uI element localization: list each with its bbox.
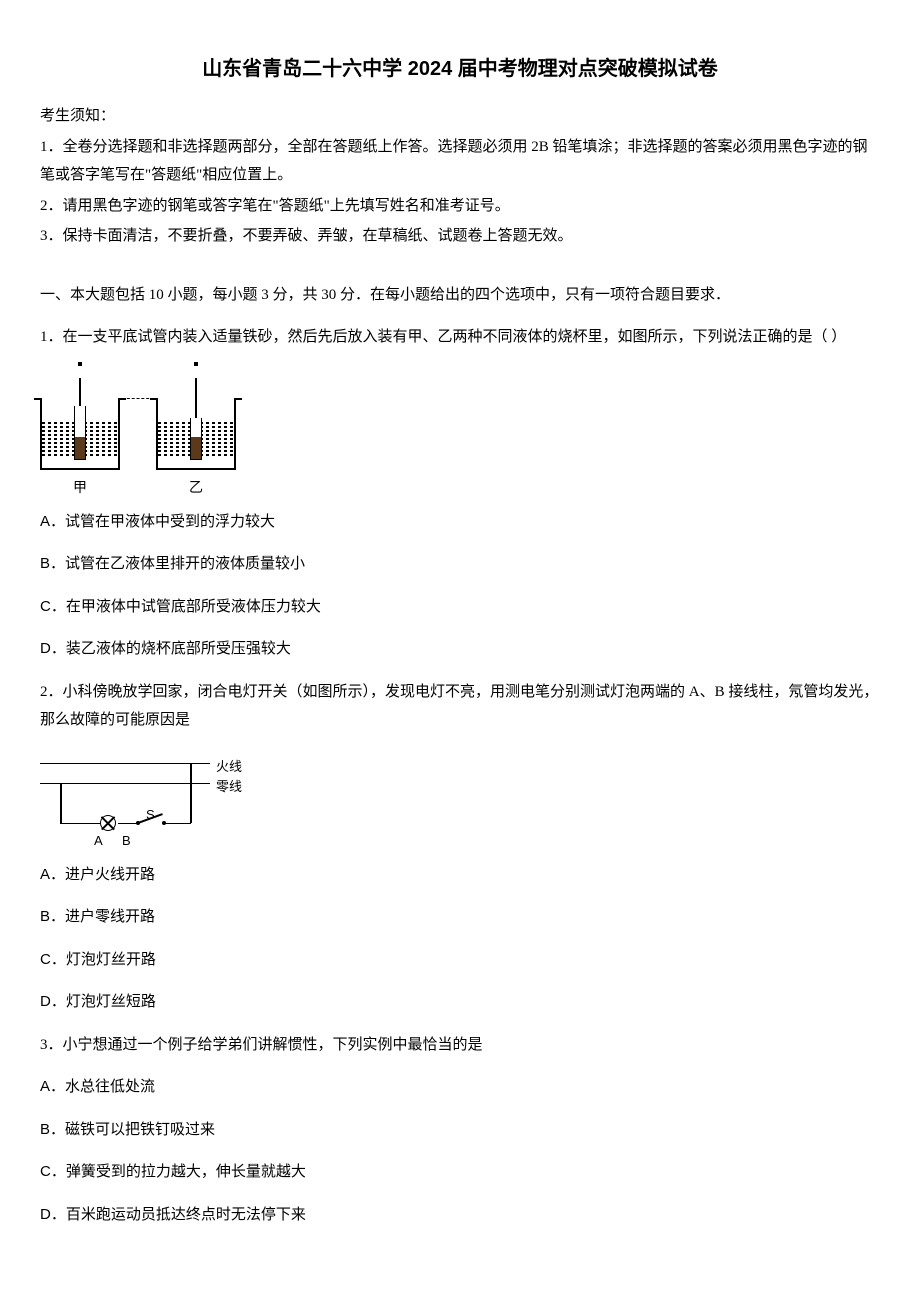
q3-option-b-text: 磁铁可以把铁钉吸过来 — [65, 1122, 215, 1138]
q2-option-a-text: 进户火线开路 — [65, 867, 155, 883]
exam-title: 山东省青岛二十六中学 2024 届中考物理对点突破模拟试卷 — [40, 50, 880, 88]
q2-stem: 2．小科傍晚放学回家，闭合电灯开关（如图所示），发现电灯不亮，用测电笔分别测试灯… — [40, 678, 880, 735]
q1-option-b-text: 试管在乙液体里排开的液体质量较小 — [65, 556, 305, 572]
section-heading: 一、本大题包括 10 小题，每小题 3 分，共 30 分．在每小题给出的四个选项… — [40, 281, 880, 310]
q1-option-c-text: 在甲液体中试管底部所受液体压力较大 — [66, 599, 321, 615]
q3-option-d: D．百米跑运动员抵达终点时无法停下来 — [40, 1201, 880, 1230]
q1-option-a-text: 试管在甲液体中受到的浮力较大 — [65, 514, 275, 530]
q3-option-b: B．磁铁可以把铁钉吸过来 — [40, 1116, 880, 1145]
q3-option-a-text: 水总往低处流 — [65, 1079, 155, 1095]
q2-option-b-text: 进户零线开路 — [65, 909, 155, 925]
q1-fig-caption-left: 甲 — [40, 476, 120, 503]
q1-figure: 甲 乙 — [40, 370, 880, 490]
q1-fig-caption-right: 乙 — [156, 476, 236, 503]
q2-label-a: A — [94, 829, 103, 854]
q2-option-a: A．进户火线开路 — [40, 861, 880, 890]
q2-label-neutral: 零线 — [216, 775, 242, 800]
q3-option-d-text: 百米跑运动员抵达终点时无法停下来 — [66, 1207, 306, 1223]
q2-figure: 火线 零线 A B S — [40, 753, 880, 843]
notice-line-1: 1．全卷分选择题和非选择题两部分，全部在答题纸上作答。选择题必须用 2B 铅笔填… — [40, 133, 880, 190]
q1-stem: 1．在一支平底试管内装入适量铁砂，然后先后放入装有甲、乙两种不同液体的烧杯里，如… — [40, 323, 880, 352]
q1-option-b: B．试管在乙液体里排开的液体质量较小 — [40, 550, 880, 579]
q1-option-d: D．装乙液体的烧杯底部所受压强较大 — [40, 635, 880, 664]
q2-option-c-text: 灯泡灯丝开路 — [66, 952, 156, 968]
notice-heading: 考生须知： — [40, 102, 880, 131]
q3-stem: 3．小宁想通过一个例子给学弟们讲解惯性，下列实例中最恰当的是 — [40, 1031, 880, 1060]
notice-line-2: 2．请用黑色字迹的钢笔或答字笔在"答题纸"上先填写姓名和准考证号。 — [40, 192, 880, 221]
q2-label-s: S — [146, 803, 155, 828]
q2-option-c: C．灯泡灯丝开路 — [40, 946, 880, 975]
q2-label-b: B — [122, 829, 131, 854]
q1-option-c: C．在甲液体中试管底部所受液体压力较大 — [40, 593, 880, 622]
q2-option-d: D．灯泡灯丝短路 — [40, 988, 880, 1017]
notice-line-3: 3．保持卡面清洁，不要折叠，不要弄破、弄皱，在草稿纸、试题卷上答题无效。 — [40, 222, 880, 251]
q2-option-d-text: 灯泡灯丝短路 — [66, 994, 156, 1010]
q3-option-c-text: 弹簧受到的拉力越大，伸长量就越大 — [66, 1164, 306, 1180]
q2-option-b: B．进户零线开路 — [40, 903, 880, 932]
q3-option-a: A．水总往低处流 — [40, 1073, 880, 1102]
q1-option-a: A．试管在甲液体中受到的浮力较大 — [40, 508, 880, 537]
q1-option-d-text: 装乙液体的烧杯底部所受压强较大 — [66, 641, 291, 657]
q3-option-c: C．弹簧受到的拉力越大，伸长量就越大 — [40, 1158, 880, 1187]
